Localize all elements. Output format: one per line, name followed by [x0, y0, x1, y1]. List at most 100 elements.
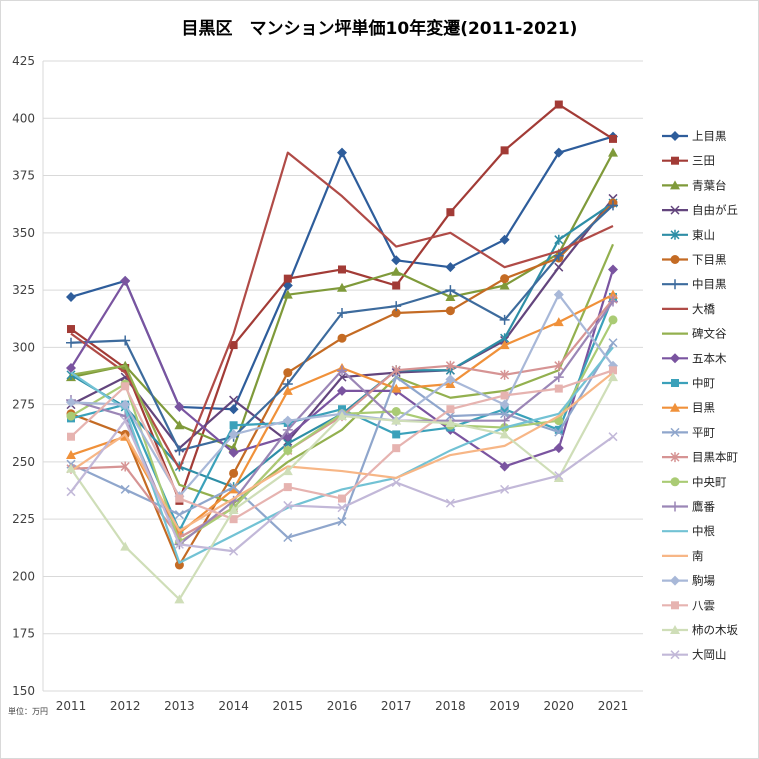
- data-point: [120, 372, 130, 382]
- data-point: [229, 341, 238, 350]
- data-point: [228, 484, 239, 494]
- data-point: [391, 266, 402, 276]
- data-point: [228, 447, 239, 458]
- data-point: [392, 430, 401, 439]
- y-tick-label: 400: [12, 111, 35, 125]
- data-point: [500, 369, 510, 380]
- data-point: [391, 372, 401, 382]
- data-point: [500, 484, 510, 494]
- legend-item: 東山: [662, 228, 715, 242]
- data-point: [66, 337, 76, 348]
- legend-marker: [671, 601, 679, 610]
- legend-marker: [671, 156, 679, 165]
- legend-item: 五本木: [662, 351, 727, 365]
- legend-marker: [670, 650, 680, 660]
- data-point: [174, 401, 185, 412]
- legend-marker: [670, 180, 680, 190]
- x-tick-label: 2021: [598, 699, 629, 713]
- data-point: [66, 411, 76, 421]
- legend-label: 大橋: [692, 302, 715, 316]
- data-point: [553, 443, 564, 454]
- data-point: [120, 484, 130, 494]
- data-point: [608, 432, 618, 442]
- data-point: [283, 532, 293, 543]
- series-13: [66, 338, 618, 543]
- legend-label: 平町: [692, 425, 715, 439]
- data-point: [338, 265, 346, 274]
- data-point: [337, 308, 347, 318]
- x-tick-label: 2011: [56, 699, 87, 713]
- plot-area: [66, 100, 618, 604]
- legend-marker: [670, 625, 680, 634]
- legend-item: 上目黒: [662, 129, 727, 143]
- data-point: [283, 368, 293, 378]
- data-point: [337, 516, 347, 527]
- data-point: [392, 444, 401, 453]
- legend-item: 八雲: [662, 598, 715, 612]
- data-point: [608, 315, 618, 325]
- y-tick-label: 175: [12, 627, 35, 641]
- legend-label: 青葉台: [692, 178, 727, 192]
- data-point: [337, 385, 347, 396]
- data-point: [445, 498, 455, 508]
- data-point: [174, 420, 185, 430]
- legend-marker: [670, 229, 680, 240]
- legend-item: 柿の木坂: [662, 623, 738, 637]
- series-17: [70, 346, 614, 564]
- data-point: [229, 515, 238, 524]
- legend-item: 中根: [662, 524, 715, 538]
- data-point: [553, 372, 564, 383]
- data-point: [608, 296, 618, 307]
- legend-item: 中町: [662, 376, 715, 390]
- series-9: [70, 243, 615, 505]
- legend: 上目黒三田青葉台自由が丘東山下目黒中目黒大橋碑文谷五本木中町目黒平町目黒本町中央…: [662, 129, 738, 662]
- series-20: [67, 366, 617, 524]
- legend-item: 駒場: [662, 574, 715, 588]
- data-point: [554, 100, 563, 109]
- data-point: [66, 450, 76, 460]
- data-point: [174, 594, 185, 604]
- series-8: [70, 151, 614, 470]
- data-point: [229, 482, 239, 492]
- data-point: [391, 415, 402, 425]
- data-point: [337, 147, 347, 158]
- data-point: [67, 432, 75, 441]
- data-point: [174, 445, 185, 456]
- data-point: [553, 147, 564, 158]
- y-tick-label: 375: [12, 169, 35, 183]
- data-point: [445, 291, 456, 301]
- legend-marker: [670, 131, 680, 141]
- legend-label: 五本木: [692, 351, 727, 365]
- legend-item: 平町: [662, 425, 715, 439]
- legend-marker: [670, 477, 680, 487]
- data-point: [228, 429, 239, 440]
- data-point: [608, 147, 618, 157]
- data-point: [499, 461, 510, 472]
- legend-marker: [670, 575, 680, 586]
- legend-item: 中目黒: [662, 277, 727, 291]
- data-point: [229, 421, 238, 430]
- data-point: [499, 280, 510, 290]
- legend-item: 下目黒: [662, 253, 727, 267]
- y-axis: 150 175 200 225 250 275 300 325 350 375 400 425: [12, 54, 44, 698]
- data-point: [229, 395, 239, 405]
- data-point: [391, 383, 402, 393]
- data-point: [282, 424, 293, 435]
- series-21: [66, 372, 618, 604]
- data-point: [499, 429, 510, 439]
- data-point: [391, 365, 401, 376]
- data-point: [553, 250, 564, 261]
- x-tick-label: 2020: [544, 699, 575, 713]
- x-tick-label: 2012: [110, 699, 141, 713]
- y-tick-label: 250: [12, 455, 35, 469]
- data-point: [554, 262, 564, 272]
- data-point: [553, 317, 564, 327]
- data-point: [174, 510, 184, 520]
- data-point: [120, 541, 131, 551]
- x-tick-label: 2016: [327, 699, 358, 713]
- data-point: [391, 255, 402, 266]
- data-point: [391, 477, 401, 488]
- legend-marker: [670, 452, 680, 463]
- data-point: [337, 411, 347, 421]
- legend-item: 大岡山: [662, 648, 727, 662]
